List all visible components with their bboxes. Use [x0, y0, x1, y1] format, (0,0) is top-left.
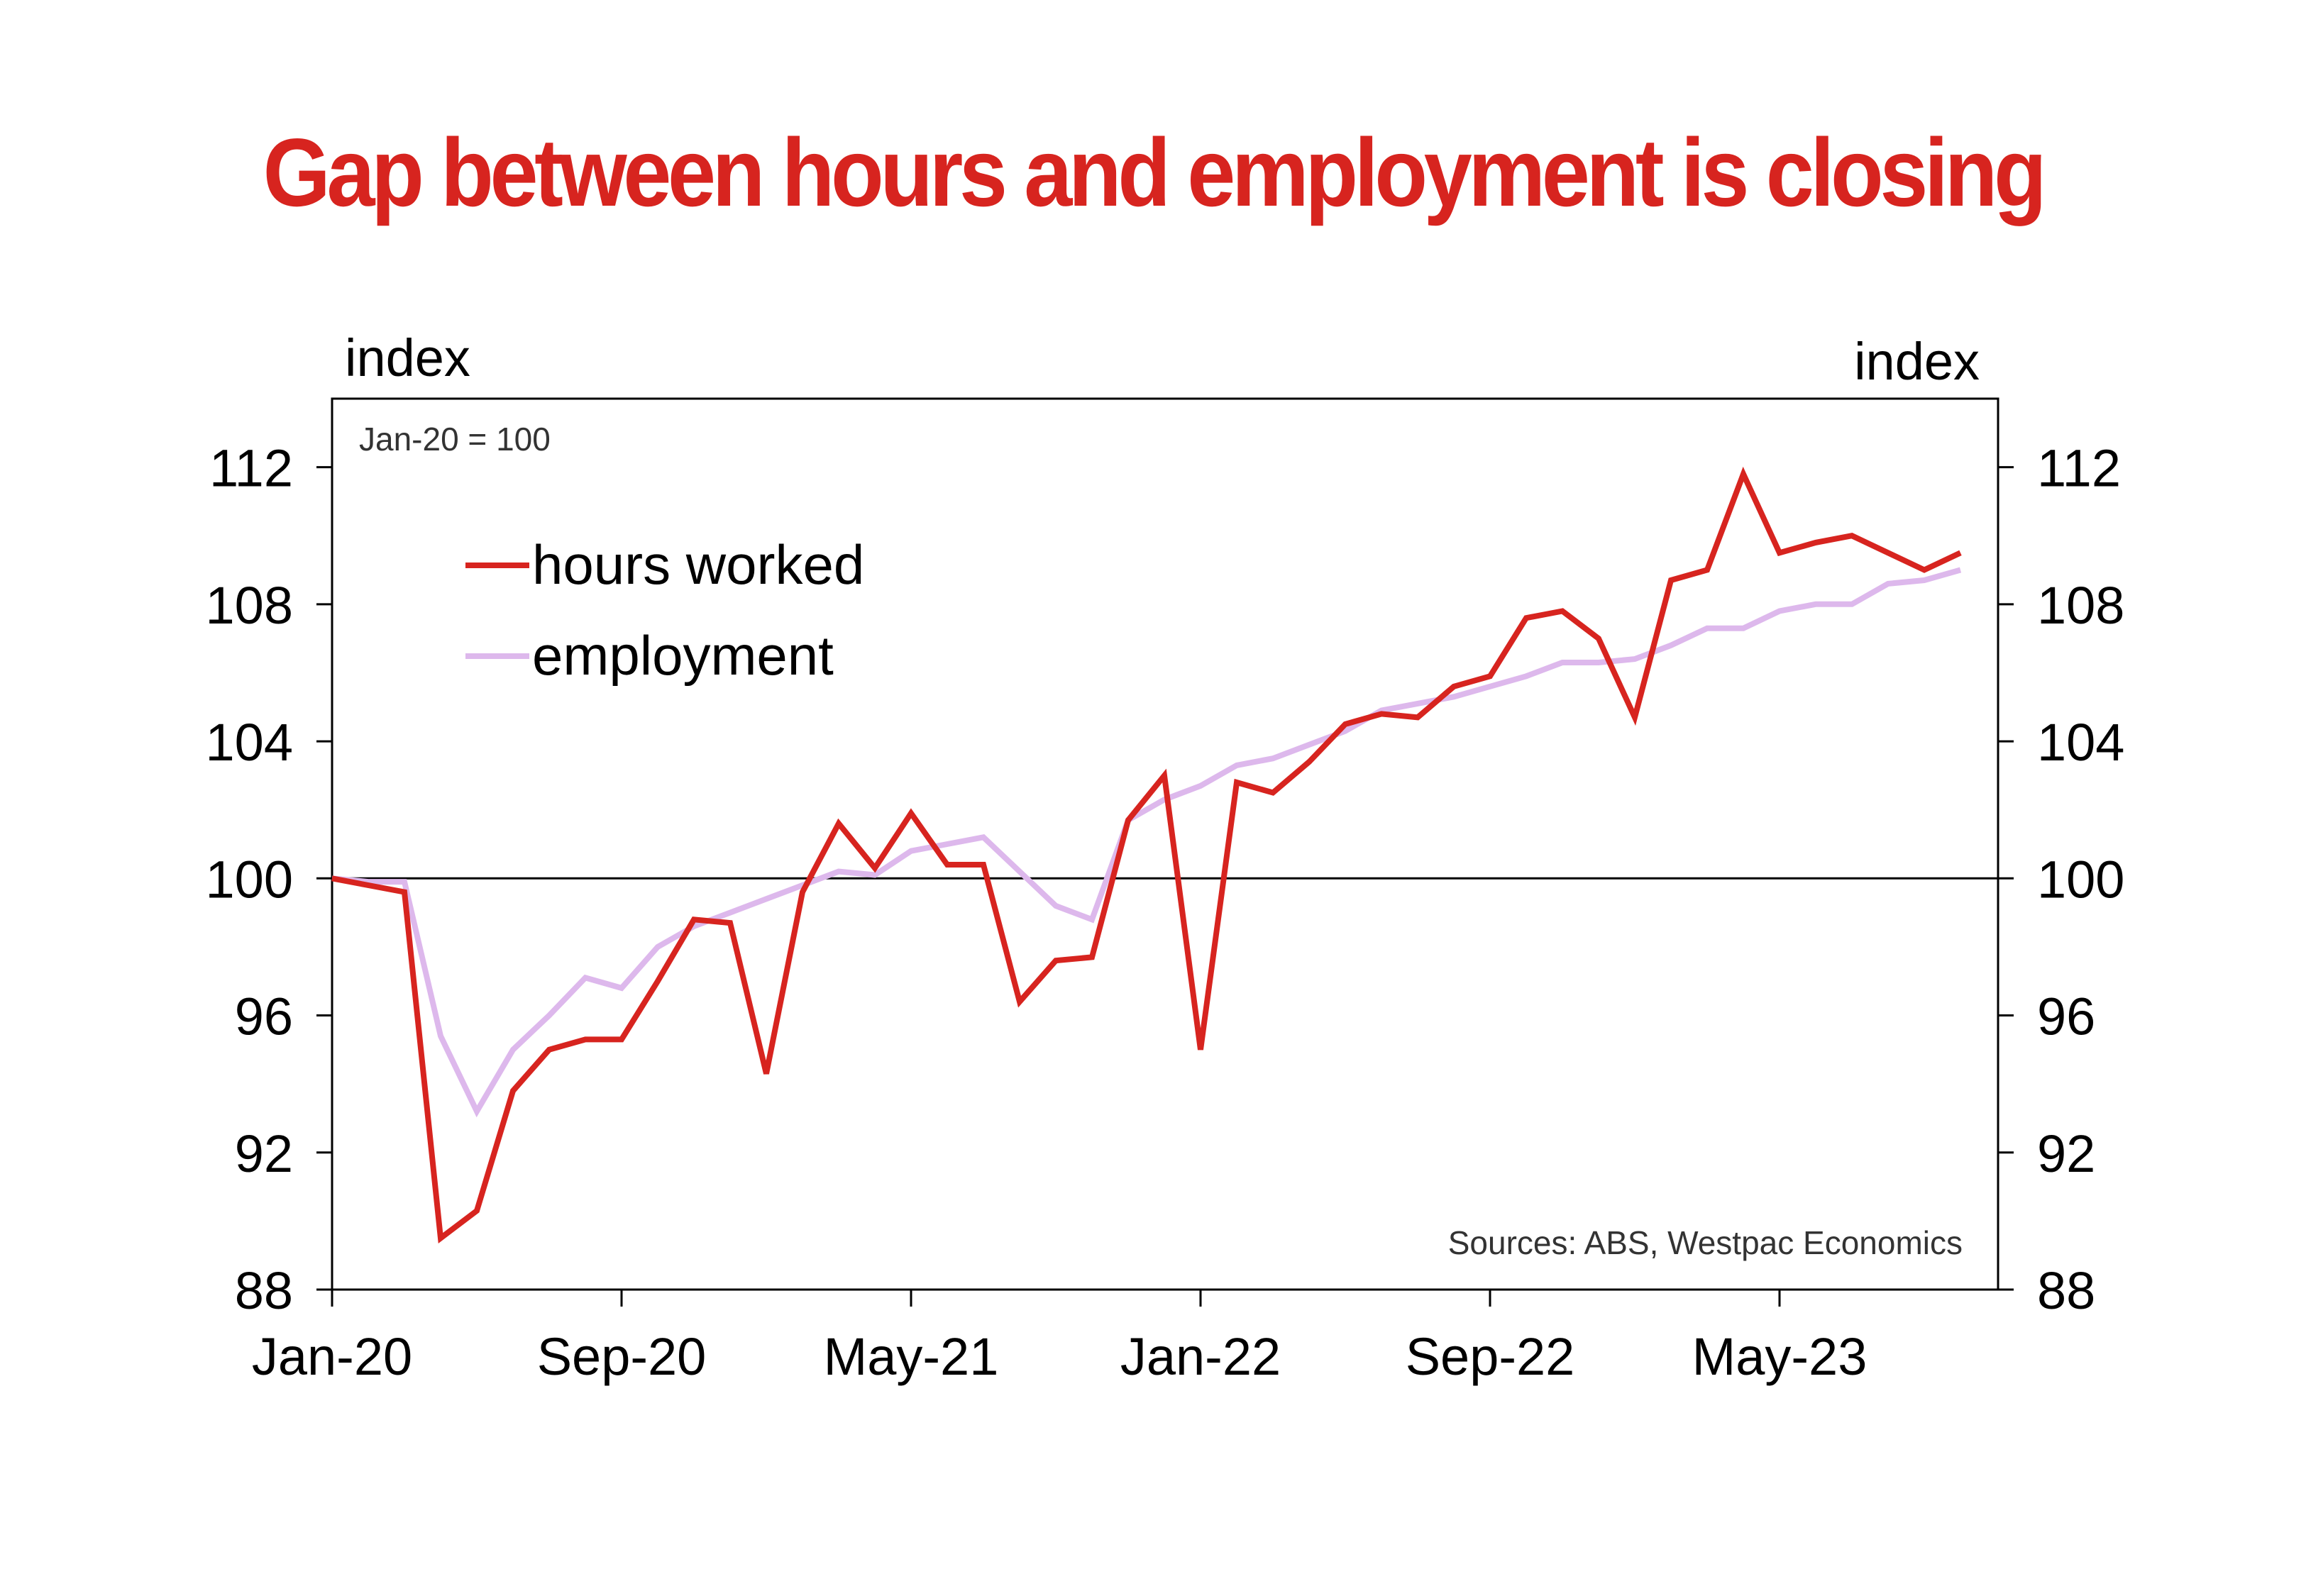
- plot-area-border: [331, 397, 1999, 1291]
- y-right-tick-label: 92: [2037, 1124, 2095, 1183]
- series-line-hours-worked: [331, 466, 1962, 1243]
- y-left-tick-label: 92: [235, 1124, 293, 1183]
- y-right-tick-label: 108: [2037, 576, 2124, 635]
- source-note: Sources: ABS, Westpac Economics: [1448, 1224, 1963, 1261]
- series-line-employment: [331, 567, 1962, 1118]
- legend: hours worked employment: [465, 533, 864, 687]
- x-tick-label: Jan-22: [1120, 1327, 1281, 1386]
- y-right-tick-label: 96: [2037, 987, 2095, 1046]
- right-axis-unit-label: index: [1854, 332, 1980, 391]
- y-right-tick-label: 88: [2037, 1261, 2095, 1320]
- legend-label-employment: employment: [532, 624, 834, 687]
- x-tick-label: May-23: [1692, 1327, 1868, 1386]
- y-left-tick-label: 96: [235, 987, 293, 1046]
- left-axis-unit-label: index: [345, 328, 470, 387]
- base-note: Jan-20 = 100: [359, 421, 551, 458]
- x-tick-label: May-21: [824, 1327, 999, 1386]
- x-tick-label: Jan-20: [252, 1327, 412, 1386]
- y-right-tick-label: 104: [2037, 713, 2124, 772]
- axes-layer: 88 92 96 100 104 108 112 88 92 96 100 104 108 112 Jan-…: [206, 439, 2125, 1386]
- y-right-tick-label: 100: [2037, 850, 2124, 909]
- x-tick-label: Sep-20: [537, 1327, 707, 1386]
- y-left-tick-label: 88: [235, 1261, 293, 1320]
- y-left-tick-label: 104: [206, 713, 293, 772]
- legend-label-hours-worked: hours worked: [532, 533, 864, 596]
- y-left-tick-label: 112: [209, 439, 293, 498]
- chart-title: Gap between hours and employment is clos…: [263, 118, 2047, 226]
- y-left-tick-label: 108: [206, 576, 293, 635]
- y-left-tick-label: 100: [206, 850, 293, 909]
- y-right-tick-label: 112: [2037, 439, 2121, 498]
- series-layer: [331, 466, 1962, 1243]
- x-tick-label: Sep-22: [1406, 1327, 1575, 1386]
